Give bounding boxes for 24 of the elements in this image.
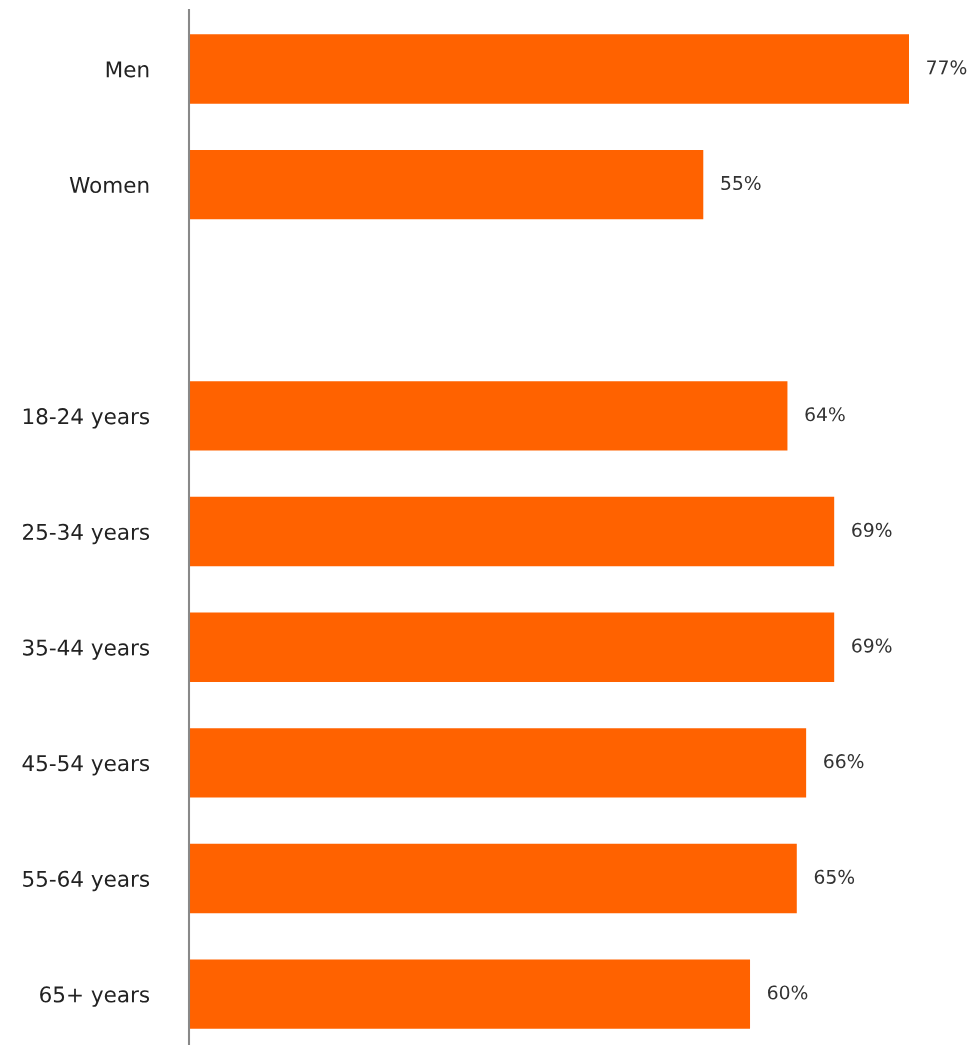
y-tick-label: Women <box>69 177 149 194</box>
data-label: 69% <box>852 522 892 537</box>
data-label: 77% <box>927 60 967 75</box>
y-tick-label: 45-54 years <box>22 755 150 776</box>
data-label: 55% <box>721 175 761 191</box>
y-tick-label: 25-34 years <box>23 523 150 545</box>
y-tick-label: 35-44 years <box>23 639 150 660</box>
bar <box>189 959 751 1029</box>
data-label: 66% <box>824 754 864 769</box>
bar <box>189 612 835 682</box>
bar <box>189 381 788 451</box>
data-label: 69% <box>852 638 892 653</box>
bar <box>189 496 835 567</box>
bar <box>189 843 797 914</box>
y-tick-label: 65+ years <box>40 986 150 1007</box>
data-label: 60% <box>768 985 808 1000</box>
bar <box>189 728 807 798</box>
data-label: 65% <box>814 869 855 884</box>
bar <box>189 34 909 104</box>
y-tick-label: Men <box>106 61 149 78</box>
data-label: 64% <box>805 407 845 422</box>
y-tick-label: 18-24 years <box>23 408 150 429</box>
bar <box>189 149 704 220</box>
y-tick-label: 55-64 years <box>23 870 150 892</box>
